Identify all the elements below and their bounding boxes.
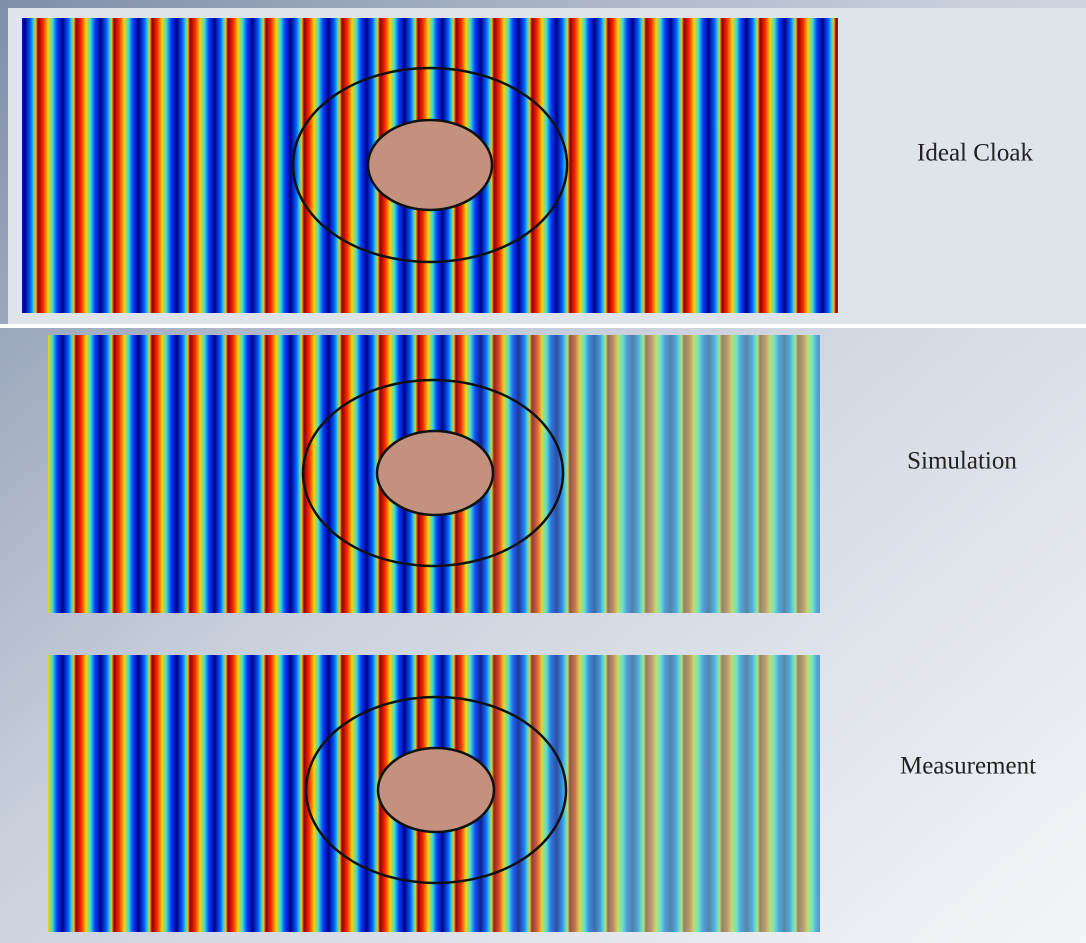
panel-label: Ideal Cloak — [917, 140, 1033, 167]
cloaked-object — [378, 748, 494, 832]
panel-label: Measurement — [900, 753, 1036, 780]
panel-label: Simulation — [907, 448, 1017, 475]
figure: Ideal Cloak Simulation Measurement — [0, 0, 1086, 943]
separator — [0, 324, 1086, 328]
page: Ideal Cloak Simulation Measurement (() =… — [0, 0, 1086, 943]
cloaked-object — [377, 431, 493, 515]
cloaked-object — [368, 120, 492, 210]
